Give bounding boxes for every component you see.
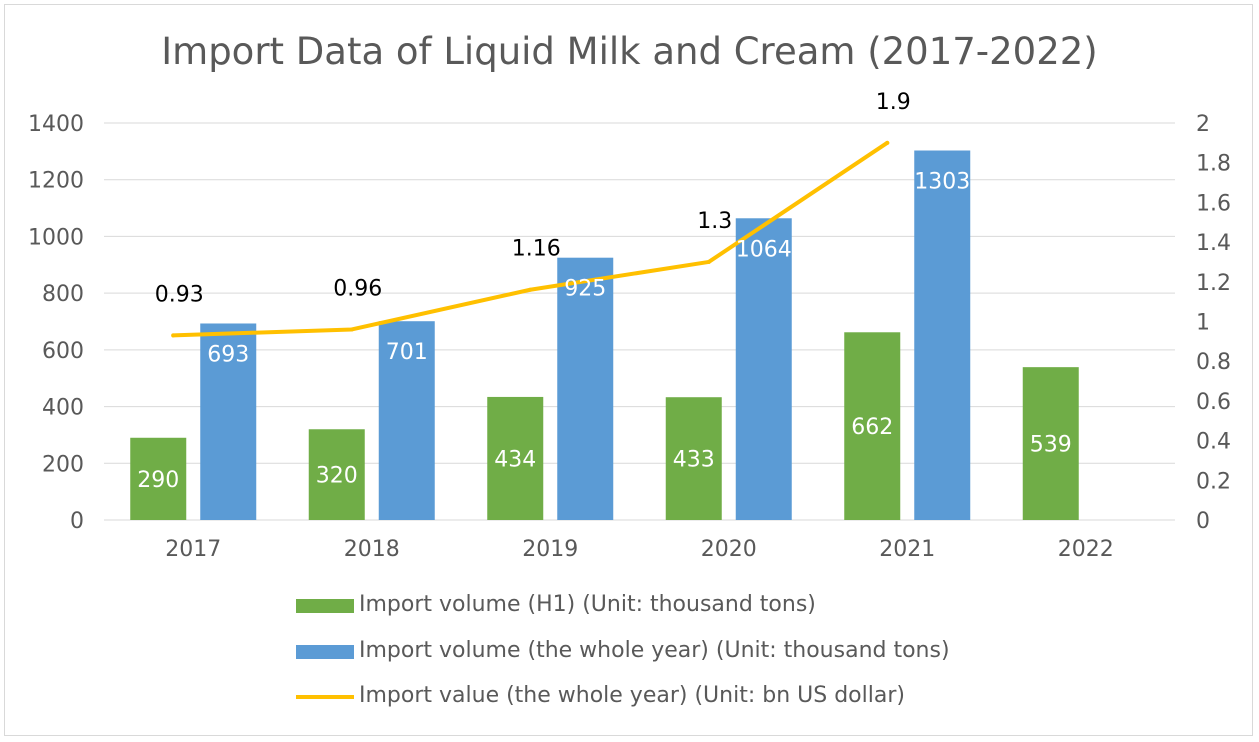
data-labels: 290 693 320 701 434 925 433 1064 662 1303 539 0.93 0… xyxy=(137,90,1072,493)
bar-label-h1: 662 xyxy=(851,415,893,440)
line-point xyxy=(171,333,176,338)
line-series xyxy=(171,140,890,338)
y-left-tick-label: 400 xyxy=(42,396,84,421)
bar-label-h1: 434 xyxy=(494,447,536,472)
legend-swatch-whole-year xyxy=(296,645,354,659)
legend-swatch-h1 xyxy=(296,599,354,613)
bar-h1 xyxy=(308,429,365,520)
bar-whole-year xyxy=(378,321,435,520)
line-label: 0.96 xyxy=(333,276,382,301)
y-right-tick-label: 2 xyxy=(1196,112,1210,137)
line-point xyxy=(706,259,711,264)
line-label: 0.93 xyxy=(155,282,204,307)
y-right-tick-label: 0.8 xyxy=(1196,350,1231,375)
line-label: 1.3 xyxy=(697,209,732,234)
bar-whole-year xyxy=(557,257,614,520)
y-right-tick-label: 1.8 xyxy=(1196,152,1231,177)
bar-label-whole-year: 1303 xyxy=(914,170,970,195)
y-left-tick-label: 800 xyxy=(42,282,84,307)
bar-label-whole-year: 693 xyxy=(207,342,249,367)
y-left-tick-label: 1200 xyxy=(28,169,84,194)
legend-label-value: Import value (the whole year) (Unit: bn … xyxy=(359,683,905,708)
y-right-tick-label: 1.2 xyxy=(1196,271,1231,296)
y-right-tick-label: 0 xyxy=(1196,509,1210,534)
bar-h1 xyxy=(844,332,901,520)
y-left-tick-label: 200 xyxy=(42,452,84,477)
x-axis: 2017 2018 2019 2020 2021 2022 xyxy=(165,537,1114,562)
line-point xyxy=(528,287,533,292)
y-right-tick-label: 0.4 xyxy=(1196,430,1231,455)
line-point xyxy=(349,327,354,332)
bar-whole-year xyxy=(914,150,971,521)
y-axis-right: 0 0.2 0.4 0.6 0.8 1 1.2 1.4 1.6 1.8 2 xyxy=(1196,112,1231,534)
bar-h1 xyxy=(665,397,722,520)
bar-label-h1: 320 xyxy=(316,464,358,489)
bar-whole-year xyxy=(200,323,257,520)
y-left-tick-label: 1000 xyxy=(28,225,84,250)
bar-h1 xyxy=(487,396,544,520)
x-tick-label: 2018 xyxy=(344,537,400,562)
bar-label-h1: 290 xyxy=(137,468,179,493)
bar-label-whole-year: 925 xyxy=(564,277,606,302)
bar-h1 xyxy=(1022,367,1079,520)
gridlines xyxy=(104,122,1175,521)
bar-label-whole-year: 1064 xyxy=(736,237,792,262)
line-label: 1.9 xyxy=(876,90,911,115)
y-right-tick-label: 1.6 xyxy=(1196,191,1231,216)
bar-whole-year xyxy=(735,218,792,520)
x-tick-label: 2020 xyxy=(701,537,757,562)
bar-label-whole-year: 701 xyxy=(386,340,428,365)
y-right-tick-label: 0.2 xyxy=(1196,469,1231,494)
y-left-tick-label: 1400 xyxy=(28,112,84,137)
legend-label-whole-year: Import volume (the whole year) (Unit: th… xyxy=(359,638,950,663)
bar-label-h1: 539 xyxy=(1030,433,1072,458)
legend-label-h1: Import volume (H1) (Unit: thousand tons) xyxy=(359,592,816,617)
y-left-tick-label: 0 xyxy=(70,509,84,534)
x-tick-label: 2021 xyxy=(879,537,935,562)
x-tick-label: 2017 xyxy=(165,537,221,562)
bar-h1 xyxy=(130,437,187,520)
line-label: 1.16 xyxy=(512,237,561,262)
y-right-tick-label: 1 xyxy=(1196,311,1210,336)
y-right-tick-label: 0.6 xyxy=(1196,390,1231,415)
line-point xyxy=(885,140,890,145)
bar-label-h1: 433 xyxy=(673,448,715,473)
y-left-tick-label: 600 xyxy=(42,339,84,364)
y-axis-left: 0 200 400 600 800 1000 1200 1400 xyxy=(28,112,84,534)
chart-title: Import Data of Liquid Milk and Cream (20… xyxy=(161,30,1098,73)
y-right-tick-label: 1.4 xyxy=(1196,231,1231,256)
x-tick-label: 2019 xyxy=(522,537,578,562)
legend-swatch-value xyxy=(296,695,354,699)
x-tick-label: 2022 xyxy=(1058,537,1114,562)
bars xyxy=(130,150,1079,521)
